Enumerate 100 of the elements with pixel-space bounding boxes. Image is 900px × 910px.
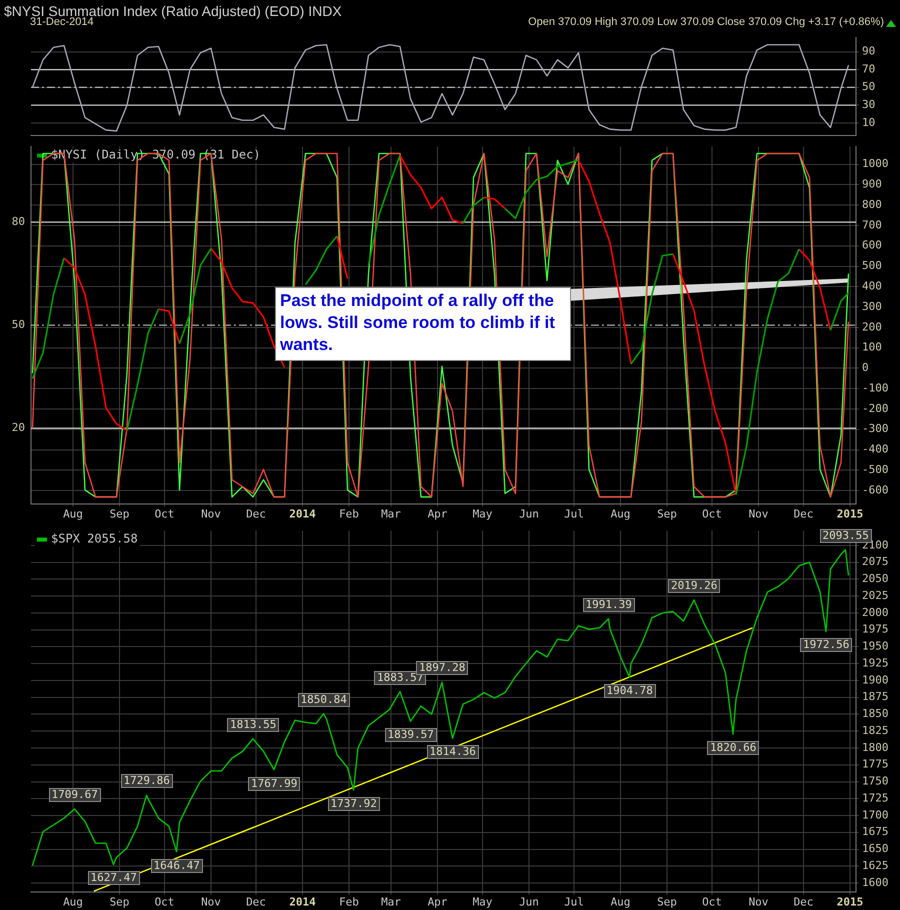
y-tick-label: 1825 <box>862 724 888 737</box>
x-tick-label: Aug <box>63 507 83 520</box>
x-tick-label: Nov <box>201 507 222 520</box>
x-tick-label: Nov <box>748 507 769 520</box>
text: Open 370.09 High 370.09 Low 370.09 Close 370.09 Chg +3.17 (+0.86%) <box>528 16 884 28</box>
x-tick-label: Sep <box>657 507 677 520</box>
annotation: 1646.47 <box>150 858 203 873</box>
y-tick-label: 2050 <box>862 572 888 586</box>
x-tick-label: Jul <box>564 507 584 520</box>
x-tick-label: 2014 <box>289 507 316 520</box>
y-tick-label: 1725 <box>862 791 888 804</box>
y2-tick-label: -600 <box>862 483 888 496</box>
y-tick-label: 20 <box>12 421 25 434</box>
annotation: 1991.39 <box>582 598 635 612</box>
annotation: 1897.28 <box>416 661 468 676</box>
y2-tick-label: 200 <box>862 320 882 334</box>
x-tick-label: 2015 <box>836 895 864 908</box>
x-tick-label: 2015 <box>836 507 864 520</box>
y-tick-label: 1750 <box>862 774 888 788</box>
annotation: 1972.56 <box>800 638 852 652</box>
y2-tick-label: 1000 <box>862 157 888 170</box>
annotation: 1820.66 <box>707 741 760 756</box>
x-tick-label: Oct <box>154 895 174 908</box>
x-tick-label: Nov <box>201 895 222 908</box>
x-tick-label: Dec <box>246 895 266 908</box>
x-tick-label: Feb <box>339 507 359 520</box>
chart-subtitle: 31-Dec-2014 <box>30 16 94 28</box>
y-tick-label: 1875 <box>862 690 888 704</box>
y-tick-label: 1600 <box>862 876 888 889</box>
annotation: 2019.26 <box>668 578 720 593</box>
x-tick-label: Aug <box>63 895 83 908</box>
x-tick-label: Mar <box>381 507 402 520</box>
y2-tick-label: -200 <box>862 402 888 415</box>
x-tick-label: Sep <box>110 895 130 908</box>
annotation: Past the midpoint of a rally off the lows. Still some room to climb if it wants. <box>275 287 571 361</box>
y-tick-label: 90 <box>862 44 876 58</box>
y2-tick-label: 300 <box>862 300 882 313</box>
y2-tick-label: -100 <box>862 381 888 394</box>
x-tick-label: Feb <box>339 895 359 908</box>
x-tick-label: Oct <box>154 507 174 520</box>
annotation: 1813.55 <box>227 718 280 732</box>
x-tick-label: Jul <box>564 895 584 908</box>
y-tick-label: 50 <box>12 318 25 332</box>
y-tick-label: 2025 <box>862 588 888 602</box>
y2-tick-label: 0 <box>862 361 869 374</box>
y-tick-label: 10 <box>862 116 876 129</box>
y-tick-label: 1675 <box>862 825 888 838</box>
x-tick-label: 2014 <box>289 895 316 908</box>
x-tick-label: Aug <box>610 507 630 520</box>
y2-tick-label: 600 <box>862 238 882 252</box>
y-tick-label: 30 <box>862 98 876 112</box>
y-tick-label: 1900 <box>862 673 888 686</box>
y-tick-label: 1800 <box>862 740 888 754</box>
annotation: 1767.99 <box>248 776 300 791</box>
y2-tick-label: -300 <box>862 422 888 436</box>
annotation: 1627.47 <box>88 871 140 886</box>
y2-tick-label: -500 <box>862 463 888 476</box>
x-tick-label: Apr <box>428 895 448 908</box>
x-tick-label: Oct <box>702 507 722 520</box>
y2-tick-label: 100 <box>862 340 882 354</box>
y-tick-label: 1950 <box>862 640 888 653</box>
annotation: 2093.55 <box>820 528 872 543</box>
y-tick-label: 1850 <box>862 707 888 720</box>
y2-tick-label: 400 <box>862 280 882 293</box>
y-tick-label: 2000 <box>862 606 888 619</box>
y-tick-label: 1925 <box>862 656 888 670</box>
x-tick-label: May <box>472 507 493 520</box>
x-tick-label: Dec <box>794 895 814 908</box>
annotation: 1850.84 <box>298 692 350 707</box>
x-tick-label: Apr <box>428 507 448 520</box>
legend-label: $SPX 2055.58 <box>51 532 138 546</box>
annotation: 1709.67 <box>48 788 101 802</box>
y2-tick-label: -400 <box>862 442 888 456</box>
y2-tick-label: 900 <box>862 178 882 191</box>
y-tick-label: 80 <box>12 215 25 228</box>
x-tick-label: Dec <box>794 507 814 520</box>
x-tick-label: Jun <box>519 507 539 520</box>
y-tick-label: 1650 <box>862 842 888 856</box>
x-tick-label: Jun <box>519 895 539 908</box>
annotation: 1839.57 <box>384 728 437 742</box>
x-tick-label: Mar <box>381 895 402 908</box>
x-tick-label: May <box>472 895 493 908</box>
x-tick-label: Nov <box>748 895 769 908</box>
x-tick-label: Oct <box>702 895 722 908</box>
y2-tick-label: 700 <box>862 218 882 232</box>
y-tick-label: 1700 <box>862 808 888 822</box>
annotation: 1729.86 <box>120 774 173 788</box>
x-tick-label: Aug <box>610 895 630 908</box>
y-tick-label: 2075 <box>862 555 888 568</box>
y-tick-label: 1775 <box>862 758 888 771</box>
annotation: 1737.92 <box>328 796 380 811</box>
y2-tick-label: 800 <box>862 198 882 211</box>
x-tick-label: Sep <box>110 507 130 520</box>
x-tick-label: Sep <box>657 895 677 908</box>
y-tick-label: 1975 <box>862 622 888 636</box>
annotation: 1904.78 <box>604 684 656 698</box>
y2-tick-label: 500 <box>862 259 882 272</box>
x-tick-label: Dec <box>246 507 266 520</box>
y-tick-label: 1625 <box>862 859 888 872</box>
y-tick-label: 50 <box>862 80 876 94</box>
